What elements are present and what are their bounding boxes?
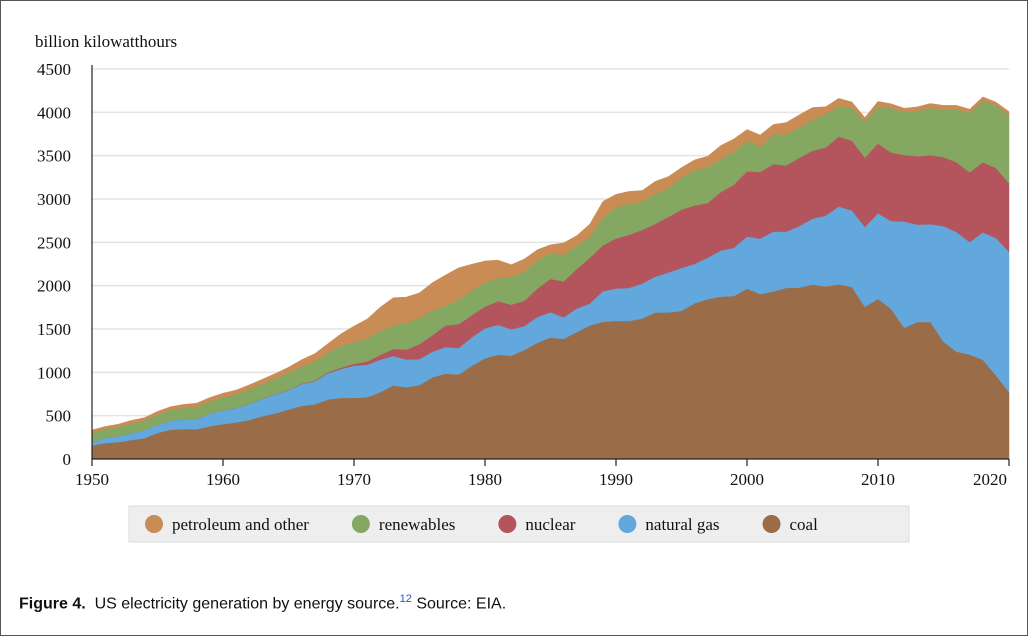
caption-ref[interactable]: 12	[399, 593, 412, 605]
y-tick-label: 2500	[37, 233, 71, 252]
legend-swatch	[762, 515, 781, 533]
legend-label: coal	[790, 515, 819, 534]
caption-text: US electricity generation by energy sour…	[94, 595, 400, 613]
area	[91, 96, 1010, 434]
y-tick-label: 4500	[37, 60, 71, 79]
x-tick-label: 2020	[973, 470, 1007, 489]
caption: Figure 4. US electricity generation by e…	[19, 593, 506, 613]
x-tick-label: 1980	[468, 470, 502, 489]
x-tick-label: 1960	[206, 470, 240, 489]
y-tick-label: 2000	[37, 277, 71, 296]
y-tick-label: 1000	[37, 363, 71, 382]
y-tick-label: 500	[46, 407, 72, 426]
y-tick-label: 0	[63, 450, 72, 469]
legend-label: renewables	[379, 515, 455, 534]
y-tick-label: 4000	[37, 103, 71, 122]
caption-label: Figure 4.	[19, 595, 86, 613]
y-tick-label: 3500	[37, 147, 71, 166]
y-tick-label: 3000	[37, 190, 71, 209]
y-axis-label: billion kilowatthours	[35, 32, 177, 51]
legend-label: natural gas	[645, 515, 719, 534]
y-tick-label: 1500	[37, 320, 71, 339]
x-tick-label: 1970	[337, 470, 371, 489]
legend-swatch	[498, 515, 517, 533]
legend-swatch	[618, 515, 637, 533]
legend-swatch	[145, 515, 163, 533]
chart: billion kilowatthours 0 500 1000 1500 2000 25…	[35, 32, 1010, 543]
caption-source: Source: EIA.	[416, 595, 507, 613]
x-tick-label: 1990	[599, 470, 633, 489]
x-tick-label: 2010	[861, 470, 895, 489]
x-tick-label: 1950	[75, 470, 109, 489]
legend-swatch	[351, 515, 370, 533]
legend-label: petroleum and other	[172, 515, 309, 534]
legend-label: nuclear	[525, 515, 575, 534]
x-tick-label: 2000	[730, 470, 764, 489]
